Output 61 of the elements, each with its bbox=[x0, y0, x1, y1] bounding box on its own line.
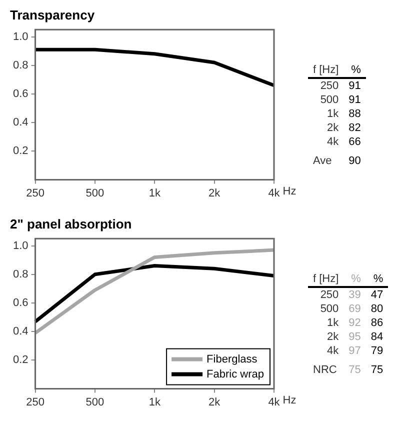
text: f [Hz] bbox=[312, 63, 340, 78]
x-tick-label: 2k bbox=[208, 396, 221, 408]
x-tick-label: 2k bbox=[208, 187, 221, 200]
data-label: 69 bbox=[348, 302, 362, 316]
text: Ave bbox=[312, 154, 333, 168]
x-tick-label: 4k bbox=[268, 396, 280, 408]
category-label: 1k bbox=[326, 316, 340, 330]
chart-title: 2" panel absorption bbox=[10, 216, 132, 232]
text: % bbox=[372, 272, 384, 287]
text: f [Hz] bbox=[312, 272, 340, 287]
x-tick-label: 500 bbox=[86, 396, 104, 408]
category-label: 4k bbox=[326, 344, 340, 358]
y-tick-label: 0.2 bbox=[12, 145, 28, 158]
data-label: 91 bbox=[348, 93, 362, 107]
data-label: 82 bbox=[348, 121, 362, 135]
y-tick-label: 0.6 bbox=[12, 88, 28, 100]
category-label: 250 bbox=[319, 288, 340, 302]
data-label: 88 bbox=[348, 107, 362, 121]
category-label: 500 bbox=[319, 302, 340, 316]
text: 90 bbox=[348, 154, 362, 168]
x-tick-label: 1k bbox=[148, 396, 161, 408]
data-label: 79 bbox=[370, 344, 384, 358]
x-tick-label: 250 bbox=[26, 396, 44, 408]
legend-label: Fabric wrap bbox=[206, 368, 264, 380]
x-tick-label: 500 bbox=[86, 187, 104, 200]
data-label: 97 bbox=[348, 344, 362, 358]
text: 75 bbox=[370, 363, 384, 377]
category-label: 500 bbox=[319, 93, 340, 107]
y-tick-label: 0.2 bbox=[12, 354, 28, 366]
y-tick-label: 1.0 bbox=[12, 240, 28, 252]
y-tick-label: 0.8 bbox=[12, 268, 28, 280]
category-label: 2k bbox=[326, 330, 340, 344]
x-axis-title: Hz bbox=[282, 185, 296, 198]
legend-label: Fiberglass bbox=[206, 353, 258, 366]
y-tick-label: 0.4 bbox=[12, 116, 28, 129]
data-label: 84 bbox=[370, 330, 384, 344]
y-tick-label: 0.6 bbox=[12, 297, 28, 310]
category-label: 250 bbox=[319, 79, 340, 93]
data-label: 95 bbox=[348, 330, 362, 344]
text: % bbox=[350, 63, 362, 78]
data-label: 80 bbox=[370, 302, 384, 316]
chart-title: Transparency bbox=[10, 7, 96, 22]
x-tick-label: 1k bbox=[148, 187, 161, 200]
y-tick-label: 1.0 bbox=[12, 30, 28, 43]
x-tick-label: 250 bbox=[26, 187, 44, 200]
data-label: 86 bbox=[370, 316, 384, 330]
data-label: 92 bbox=[348, 316, 362, 330]
text: % bbox=[350, 272, 362, 287]
category-label: 1k bbox=[326, 107, 340, 121]
x-axis-title: Hz bbox=[282, 394, 296, 406]
text: 75 bbox=[348, 363, 362, 377]
data-label: 47 bbox=[370, 288, 384, 302]
category-label: 4k bbox=[326, 135, 340, 149]
y-tick-label: 0.8 bbox=[12, 59, 28, 72]
data-label: 91 bbox=[348, 79, 362, 93]
x-tick-label: 4k bbox=[268, 187, 280, 200]
data-label: 39 bbox=[348, 288, 362, 302]
data-label: 66 bbox=[348, 135, 362, 149]
category-label: 2k bbox=[326, 121, 340, 135]
y-tick-label: 0.4 bbox=[12, 326, 28, 338]
text: NRC bbox=[312, 363, 338, 377]
